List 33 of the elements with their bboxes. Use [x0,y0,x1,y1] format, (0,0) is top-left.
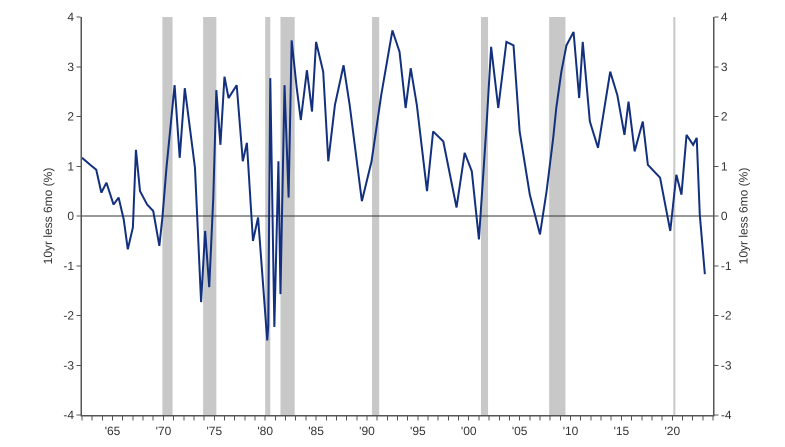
y-tick-label: 0 [67,209,74,224]
y2-tick-label: 0 [720,209,728,224]
y-tick-label: -1 [63,258,74,273]
x-tick-label: '20 [664,424,680,438]
y2-tick-label: 2 [720,110,728,124]
x-tick-label: '95 [410,424,426,438]
y2-axis-title: 10yr less 6mo (%) [736,168,751,264]
y2-tick-label: 3 [720,60,728,74]
x-tick-label: '90 [359,424,376,438]
x-tick-label: '00 [460,424,477,438]
y2-tick-label: -1 [720,258,732,273]
x-tick-label: '05 [512,424,528,438]
x-tick-label: '85 [308,424,324,438]
y-tick-label: -3 [63,358,74,372]
y-tick-label: 3 [67,60,74,74]
x-tick-label: '65 [104,424,121,438]
y-tick-label: -2 [63,308,74,323]
line-series [82,29,706,342]
y-tick-label: 4 [67,10,74,24]
y-tick-label: 2 [67,110,74,124]
y2-tick-label: -3 [720,358,732,372]
x-tick-label: '75 [206,424,222,438]
y-tick-label: 1 [67,159,74,174]
x-tick-label: '15 [614,424,630,438]
x-tick-label: '70 [156,424,172,438]
y2-tick-label: -4 [720,408,732,422]
y2-tick-label: 1 [720,159,728,174]
y2-tick-label: -2 [720,308,732,323]
y-axis-title: 10yr less 6mo (%) [40,168,55,264]
x-tick-label: '10 [562,424,579,438]
y-tick-label: -4 [63,408,74,422]
x-tick-label: '80 [257,424,274,438]
y2-tick-label: 4 [720,10,728,24]
